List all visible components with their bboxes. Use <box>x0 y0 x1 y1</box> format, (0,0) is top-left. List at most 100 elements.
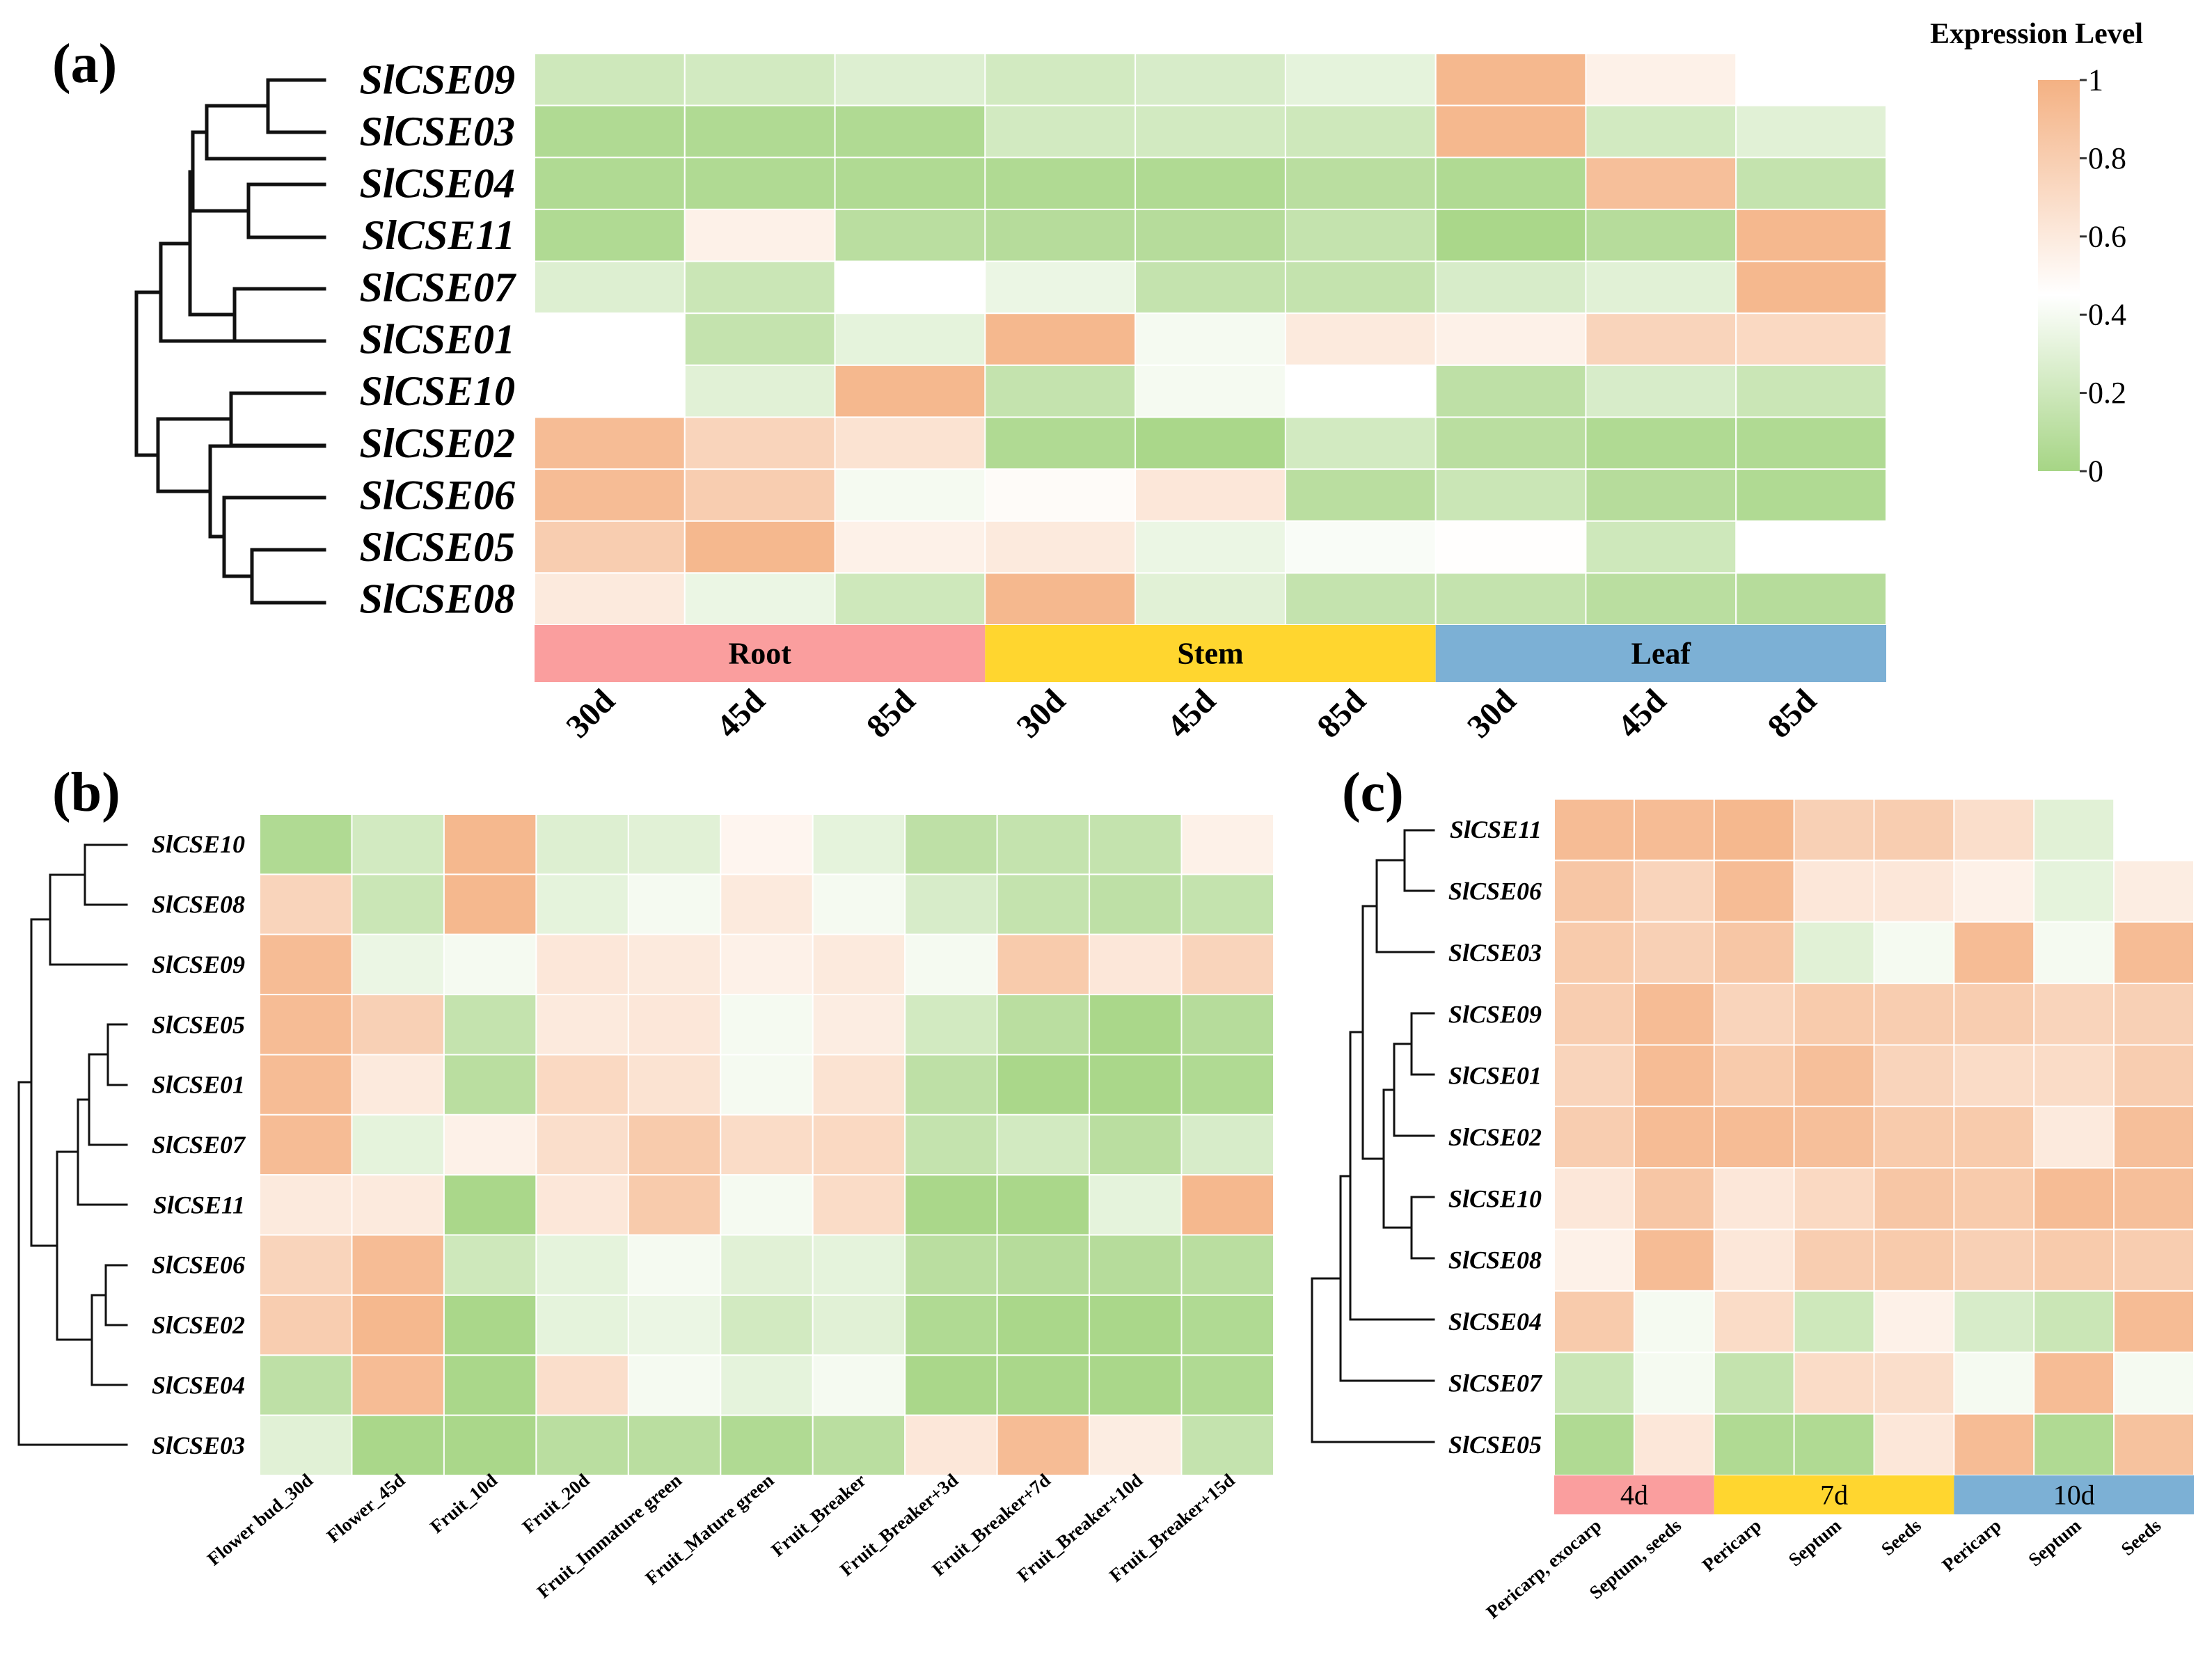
gene-label: SlCSE04 <box>152 1372 245 1400</box>
gene-label: SlCSE09 <box>360 56 515 102</box>
gene-label: SlCSE01 <box>1448 1062 1542 1090</box>
gene-label: SlCSE04 <box>360 161 515 207</box>
heatmap-cell <box>1554 1167 1635 1230</box>
heatmap-cell <box>812 814 906 875</box>
heatmap-cell <box>996 994 1091 1056</box>
heatmap-cell <box>1089 814 1183 875</box>
heatmap-cell <box>1633 983 1715 1046</box>
gene-label: SlCSE05 <box>360 524 515 570</box>
heatmap-cell <box>534 312 686 366</box>
heatmap-cell <box>535 1234 629 1296</box>
column-label: 30d <box>1460 682 1524 745</box>
gene-label: SlCSE02 <box>152 1311 245 1339</box>
gene-label: SlCSE06 <box>360 472 515 518</box>
group-bar <box>1554 1475 1714 1514</box>
heatmap-cell <box>1793 1105 1875 1169</box>
heatmap-cell <box>1135 312 1286 366</box>
group-bar <box>1435 625 1886 682</box>
heatmap-cell <box>1585 468 1737 522</box>
gene-label: SlCSE10 <box>152 830 245 858</box>
heatmap-cell <box>534 364 686 418</box>
heatmap-cell <box>1793 1228 1875 1292</box>
heatmap-cell <box>1953 1228 2035 1292</box>
heatmap-cell <box>1873 859 1955 923</box>
heatmap-cell <box>1089 1054 1183 1116</box>
heatmap-cell <box>1089 994 1183 1056</box>
heatmap-cell <box>1713 1044 1795 1107</box>
column-label: Pericarp <box>1938 1515 2005 1576</box>
heatmap-cell <box>534 260 686 315</box>
heatmap-cell <box>259 1414 353 1476</box>
heatmap-cell <box>904 994 998 1056</box>
heatmap-cell <box>443 1234 537 1296</box>
heatmap-cell <box>996 1414 1091 1476</box>
legend-tick-label: 0 <box>2088 454 2103 489</box>
gene-label: SlCSE09 <box>152 951 245 978</box>
column-label: Pericarp, exocarp <box>1483 1515 1606 1623</box>
gene-label: SlCSE11 <box>153 1191 245 1219</box>
heatmap-cell <box>534 572 686 626</box>
heatmap-cell <box>1873 1352 1955 1415</box>
heatmap-cell <box>1135 416 1286 470</box>
column-label: Flower bud_30d <box>203 1470 317 1570</box>
legend-ticks: 0 0.2 0.4 0.6 0.8 1 <box>2080 63 2126 489</box>
heatmap-cell <box>1135 364 1286 418</box>
heatmap-cell <box>996 1294 1091 1356</box>
heatmap-cell <box>720 1114 814 1176</box>
heatmap-cell <box>2033 1352 2115 1415</box>
heatmap-cell <box>1793 1167 1875 1230</box>
heatmap-cell <box>443 1174 537 1236</box>
heatmap-cell <box>1713 798 1795 862</box>
heatmap-cell <box>443 814 537 875</box>
heatmap-cell <box>834 208 986 262</box>
heatmap-cell <box>535 994 629 1056</box>
gene-label: SlCSE08 <box>360 576 515 622</box>
group-label: 10d <box>2053 1480 2095 1511</box>
heatmap-cell <box>1735 416 1887 470</box>
heatmap-cell <box>443 1114 537 1176</box>
gene-label: SlCSE03 <box>360 109 515 154</box>
group-label: Leaf <box>1631 637 1692 671</box>
heatmap-cell <box>443 994 537 1056</box>
group-bar <box>1954 1475 2194 1514</box>
heatmap-cell <box>1180 1294 1274 1356</box>
heatmap-cell <box>627 814 722 875</box>
heatmap-cell <box>1135 53 1286 106</box>
heatmap-cell <box>1793 921 1875 985</box>
heatmap-cell <box>2113 1105 2195 1169</box>
heatmap-cell <box>1873 983 1955 1046</box>
heatmap-b: SlCSE10 SlCSE08 SlCSE09 SlCSE05 SlCSE01 SlCSE… <box>152 814 1274 1602</box>
heatmap-cell <box>1953 1413 2035 1476</box>
heatmap-cell <box>535 1174 629 1236</box>
heatmap-cell <box>1284 312 1437 366</box>
heatmap-cell <box>1713 1413 1795 1476</box>
heatmap-cell <box>904 1414 998 1476</box>
heatmap-cell <box>535 873 629 935</box>
gene-label: SlCSE07 <box>360 264 516 310</box>
heatmap-cell <box>1435 260 1587 315</box>
heatmap-cell <box>2033 1290 2115 1354</box>
heatmap-cell <box>1735 312 1887 366</box>
gene-label: SlCSE09 <box>1448 1000 1542 1028</box>
heatmap-cell <box>1135 208 1286 262</box>
heatmap-cell <box>534 520 686 574</box>
heatmap-cell <box>627 1054 722 1116</box>
gene-label: SlCSE03 <box>152 1432 245 1459</box>
heatmap-cell <box>1953 798 2035 862</box>
heatmap-cell <box>1633 1044 1715 1107</box>
heatmap-cell <box>1713 1167 1795 1230</box>
heatmap-cell <box>2113 1228 2195 1292</box>
heatmap-cell <box>720 1294 814 1356</box>
heatmap-cell <box>1713 921 1795 985</box>
legend-tick-label: 0.8 <box>2088 141 2126 175</box>
heatmap-cell <box>1435 312 1587 366</box>
heatmap-cell <box>2113 1167 2195 1230</box>
heatmap-cell <box>535 814 629 875</box>
heatmap-cell <box>904 1114 998 1176</box>
gene-label: SlCSE04 <box>1448 1308 1542 1336</box>
column-label: 45d <box>709 682 773 745</box>
gene-label: SlCSE08 <box>152 891 245 919</box>
heatmap-cell <box>1284 157 1437 210</box>
heatmap-cell <box>984 208 1137 262</box>
